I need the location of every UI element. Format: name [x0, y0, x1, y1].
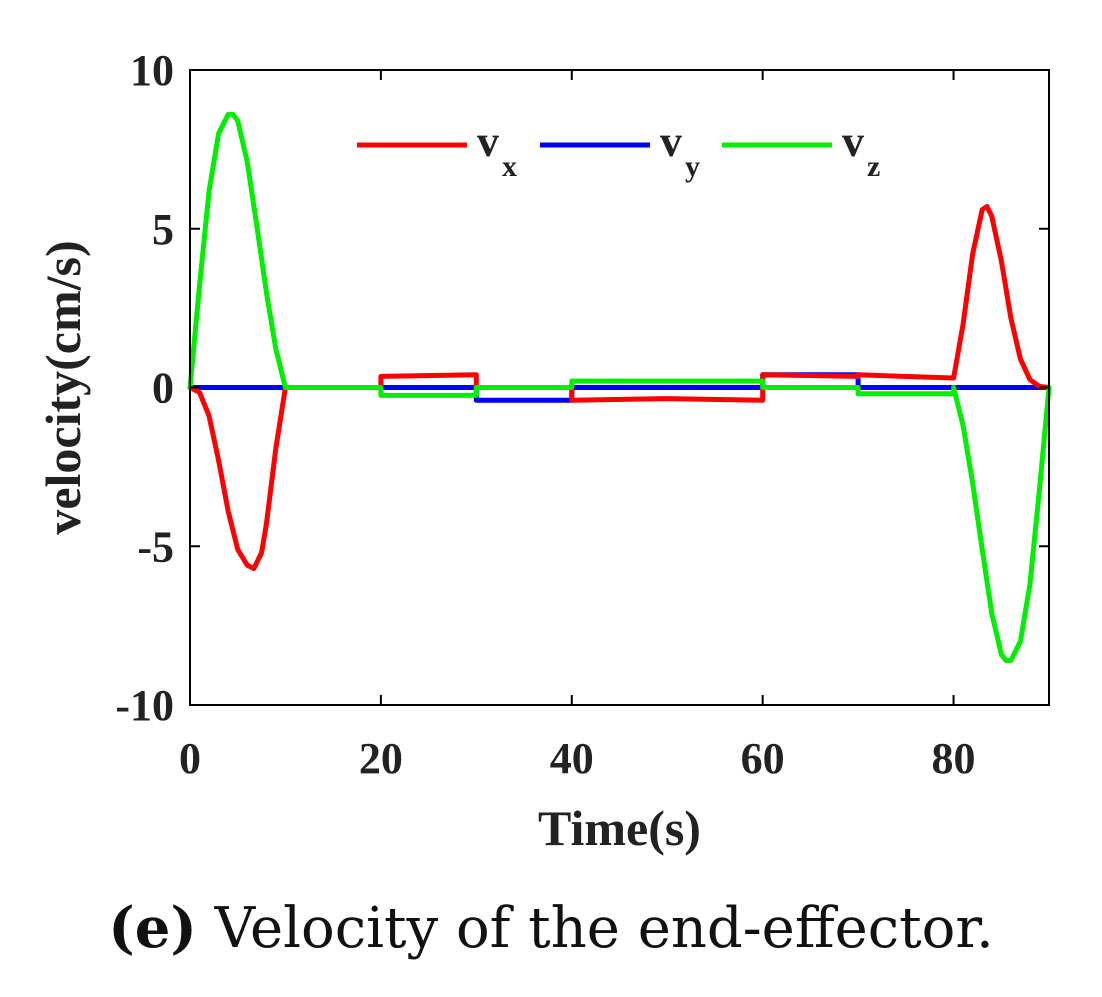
legend-label-vx: v — [477, 117, 499, 166]
caption-label: (e) — [108, 895, 197, 961]
y-tick-label: 5 — [152, 205, 174, 254]
y-tick-label: -10 — [115, 681, 174, 730]
figure-caption: (e) Velocity of the end-effector. — [0, 895, 1102, 961]
y-tick-label: 10 — [130, 46, 174, 95]
series-line-vz — [187, 111, 1052, 663]
x-tick-label: 0 — [179, 734, 201, 783]
legend-subscript-z: z — [867, 150, 880, 183]
legend-label-vz: v — [842, 117, 864, 166]
x-axis-label: Time(s) — [538, 800, 701, 856]
x-tick-label: 80 — [932, 734, 976, 783]
legend-subscript-y: y — [685, 150, 700, 183]
legend-subscript-x: x — [502, 150, 517, 183]
x-tick-label: 40 — [550, 734, 594, 783]
axis-ticks: 0 20 40 60 80 10 5 0 -5 -10 — [115, 46, 1049, 783]
caption-text: Velocity of the end-effector. — [196, 896, 994, 961]
y-axis-label: velocity(cm/s) — [35, 240, 91, 534]
plot-lines — [187, 111, 1052, 663]
legend-label-vy: v — [660, 117, 682, 166]
x-tick-label: 20 — [359, 734, 403, 783]
x-tick-label: 60 — [741, 734, 785, 783]
y-tick-label: -5 — [137, 522, 174, 571]
y-tick-label: 0 — [152, 364, 174, 413]
series-line-vx — [187, 204, 1052, 571]
